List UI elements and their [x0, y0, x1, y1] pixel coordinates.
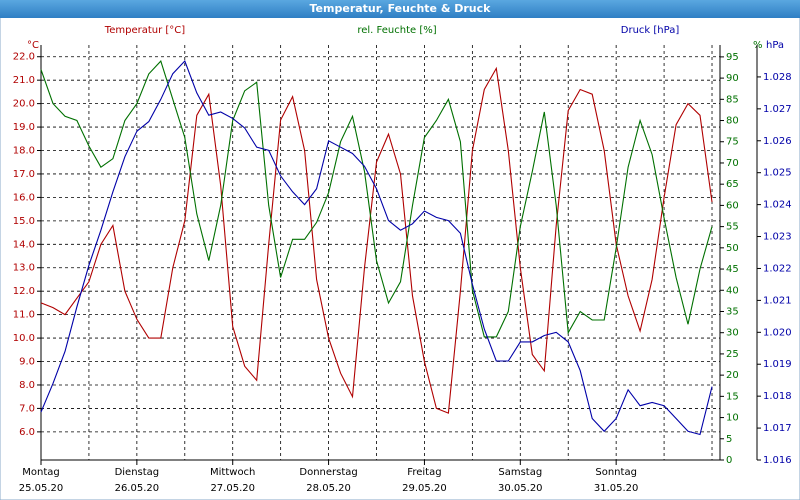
tick-label: 10.0 — [13, 333, 35, 344]
tick-label: 1.018 — [763, 391, 792, 402]
tick-label: 45 — [726, 264, 739, 275]
tick-label: 0 — [726, 455, 732, 466]
tick-label: 1.022 — [763, 263, 792, 274]
tick-label: 30 — [726, 328, 739, 339]
tick-label: 1.020 — [763, 327, 792, 338]
tick-label: 1.024 — [763, 200, 792, 211]
tick-label: 70 — [726, 158, 739, 169]
tick-label: 1.021 — [763, 295, 792, 306]
x-tick-label: Samstag — [498, 467, 542, 478]
x-tick-label: Freitag — [407, 467, 441, 478]
tick-label: 17.0 — [13, 169, 35, 180]
tick-label: 19.0 — [13, 122, 35, 133]
tick-label: 6.0 — [19, 427, 35, 438]
tick-label: 9.0 — [19, 357, 35, 368]
tick-label: 12.0 — [13, 286, 35, 297]
series-line — [40, 59, 713, 436]
y-axis-label: °C — [27, 40, 39, 51]
tick-label: 35 — [726, 306, 739, 317]
tick-label: 8.0 — [19, 380, 35, 391]
tick-label: 1.025 — [763, 168, 792, 179]
tick-label: 90 — [726, 73, 739, 84]
tick-label: 15 — [726, 391, 739, 402]
title-bar — [0, 0, 800, 18]
tick-label: 16.0 — [13, 192, 35, 203]
legend-entry: Druck [hPa] — [621, 25, 680, 36]
tick-label: 25 — [726, 349, 739, 360]
tick-label: 80 — [726, 116, 739, 127]
tick-label: 11.0 — [13, 310, 35, 321]
tick-label: 75 — [726, 137, 739, 148]
x-tick-label: Montag — [22, 467, 59, 478]
tick-label: 50 — [726, 243, 739, 254]
tick-label: 13.0 — [13, 263, 35, 274]
tick-label: 95 — [726, 52, 739, 63]
y3-axis-label: hPa — [766, 40, 784, 51]
x-tick-label: Dienstag — [115, 467, 160, 478]
tick-label: 1.026 — [763, 136, 792, 147]
tick-label: 60 — [726, 200, 739, 211]
x-tick-label: Donnerstag — [299, 467, 357, 478]
x-tick-date: 29.05.20 — [402, 483, 447, 494]
tick-label: 10 — [726, 413, 739, 424]
y2-axis-label: % — [753, 40, 763, 51]
x-tick-date: 31.05.20 — [594, 483, 639, 494]
tick-label: 14.0 — [13, 239, 35, 250]
x-tick-label: Sonntag — [595, 467, 637, 478]
tick-label: 20 — [726, 370, 739, 381]
x-tick-date: 30.05.20 — [498, 483, 543, 494]
tick-label: 1.027 — [763, 104, 792, 115]
tick-label: 20.0 — [13, 99, 35, 110]
tick-label: 15.0 — [13, 216, 35, 227]
tick-label: 1.023 — [763, 232, 792, 243]
tick-label: 22.0 — [13, 52, 35, 63]
tick-label: 1.028 — [763, 72, 792, 83]
tick-label: 40 — [726, 285, 739, 296]
tick-label: 18.0 — [13, 146, 35, 157]
tick-label: 5 — [726, 434, 732, 445]
legend-entry: Temperatur [°C] — [104, 25, 185, 36]
series-line — [40, 66, 713, 414]
tick-label: 65 — [726, 179, 739, 190]
chart-title: Temperatur, Feuchte & Druck — [310, 2, 492, 15]
tick-label: 85 — [726, 94, 739, 105]
tick-label: 1.017 — [763, 423, 792, 434]
tick-label: 1.016 — [763, 455, 792, 466]
x-tick-label: Mittwoch — [210, 467, 255, 478]
tick-label: 7.0 — [19, 403, 35, 414]
legend-entry: rel. Feuchte [%] — [357, 25, 436, 36]
x-tick-date: 27.05.20 — [210, 483, 255, 494]
tick-label: 21.0 — [13, 75, 35, 86]
x-tick-date: 25.05.20 — [19, 483, 64, 494]
tick-label: 1.019 — [763, 359, 792, 370]
tick-label: 55 — [726, 222, 739, 233]
x-tick-date: 28.05.20 — [306, 483, 351, 494]
series-line — [40, 60, 713, 338]
x-tick-date: 26.05.20 — [115, 483, 160, 494]
